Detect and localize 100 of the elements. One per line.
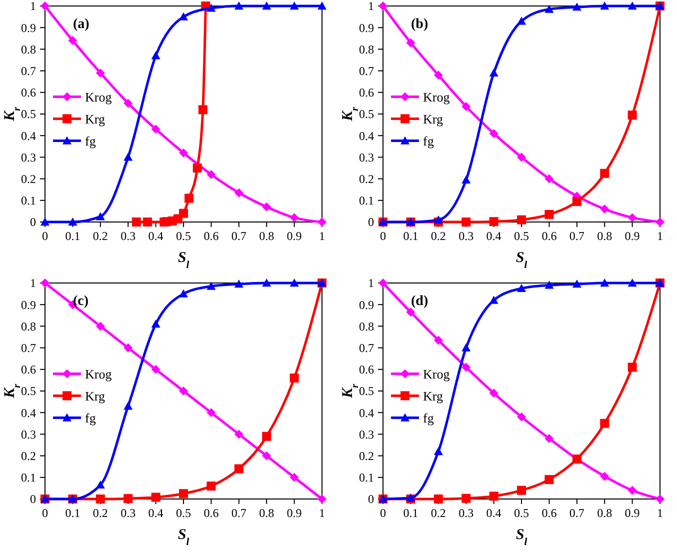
x-tick-label: 0.9	[286, 506, 302, 520]
x-tick-label: 0.3	[120, 506, 136, 520]
x-tick-label: 0.9	[286, 229, 302, 243]
y-tick-label: 0.2	[21, 449, 36, 463]
point	[544, 475, 554, 484]
point	[628, 486, 637, 495]
y-tick-label: 0.6	[359, 362, 374, 377]
x-tick-label: 0.8	[597, 229, 612, 243]
x-tick-label: 0.4	[148, 229, 164, 243]
point	[600, 472, 610, 481]
legend-label: Krog	[85, 366, 112, 382]
x-tick-label: 0.5	[514, 506, 529, 520]
x-tick-label: 0.4	[148, 506, 164, 520]
y-tick-label: 0.9	[359, 298, 374, 312]
legend-label: fg	[85, 133, 96, 148]
point	[544, 210, 554, 219]
text: (b)	[411, 17, 428, 32]
x-tick-label: 0.6	[204, 506, 219, 520]
point	[179, 148, 188, 158]
point	[434, 494, 443, 504]
point	[462, 343, 471, 352]
x-tick-label: 0.2	[430, 229, 446, 243]
point	[262, 2, 272, 10]
point	[544, 434, 554, 444]
point	[151, 124, 160, 134]
point	[434, 446, 443, 456]
point	[262, 278, 272, 287]
point	[489, 388, 498, 398]
y-tick-label: 0.2	[359, 449, 374, 463]
y-tick-label: 0.6	[359, 86, 374, 100]
point	[462, 362, 471, 372]
point	[517, 16, 526, 25]
x-tick-label: 0.2	[92, 229, 108, 243]
y-tick-label: 0.3	[359, 150, 374, 164]
point	[600, 168, 610, 178]
point	[124, 152, 133, 161]
legend-label: fg	[85, 410, 96, 426]
y-tick-label: 0.8	[21, 42, 36, 56]
point	[179, 386, 188, 396]
point	[151, 364, 160, 374]
point	[179, 489, 188, 498]
point	[656, 494, 664, 504]
x-tick-label: 0.8	[259, 506, 274, 520]
point	[517, 152, 526, 162]
x-tick-label: 0.4	[486, 506, 502, 520]
y-tick-label: 0.4	[21, 128, 36, 143]
y-tick-label: 0.9	[359, 20, 374, 35]
point	[628, 213, 637, 222]
legend-label: Krg	[85, 111, 106, 126]
point	[290, 374, 299, 383]
legend-label: Krg	[423, 388, 444, 404]
point	[290, 278, 299, 287]
y-tick-label: 0.4	[359, 406, 374, 420]
point	[489, 296, 498, 304]
x-tick-label: 0.6	[542, 229, 557, 243]
y-tick-label: 0.5	[359, 107, 374, 122]
text: (a)	[73, 17, 90, 32]
point	[628, 110, 637, 120]
point	[151, 320, 160, 328]
point	[600, 2, 610, 10]
x-tick-label: 0.3	[458, 506, 474, 520]
y-tick-label: 0.1	[21, 194, 36, 208]
x-tick-label: 0.7	[569, 229, 584, 243]
point	[234, 280, 244, 288]
point	[517, 284, 526, 292]
x-tick-label: 0.6	[542, 506, 557, 520]
text: (d)	[411, 294, 428, 309]
point	[290, 213, 299, 222]
y-tick-label: 0.9	[21, 20, 36, 35]
y-tick-label: 0	[368, 492, 374, 506]
point	[179, 289, 188, 298]
point	[544, 280, 554, 289]
point	[179, 12, 188, 20]
legend-label: Krog	[423, 366, 450, 382]
x-tick-label: 0.9	[624, 229, 640, 243]
x-tick-label: 1	[319, 506, 325, 520]
x-tick-label: 0.8	[597, 506, 612, 520]
point	[628, 278, 637, 287]
x-tick-label: 0.6	[204, 229, 219, 243]
point	[234, 2, 244, 10]
y-tick-label: 0	[30, 492, 36, 506]
point	[96, 212, 105, 220]
point	[179, 208, 188, 218]
point	[434, 336, 443, 345]
y-tick-label: 0.9	[21, 298, 36, 312]
point	[628, 2, 637, 10]
point	[124, 343, 133, 352]
y-tick-label: 1	[30, 0, 36, 14]
point	[234, 430, 244, 439]
x-tick-label: 0.1	[65, 229, 80, 243]
point	[206, 408, 216, 418]
point	[184, 194, 194, 203]
point	[656, 218, 664, 226]
point	[406, 38, 416, 48]
point	[378, 278, 388, 288]
point	[206, 170, 216, 179]
point	[198, 105, 208, 114]
x-tick-label: 0.4	[486, 229, 502, 243]
point	[262, 451, 272, 460]
x-tick-label: 0.1	[403, 229, 418, 243]
